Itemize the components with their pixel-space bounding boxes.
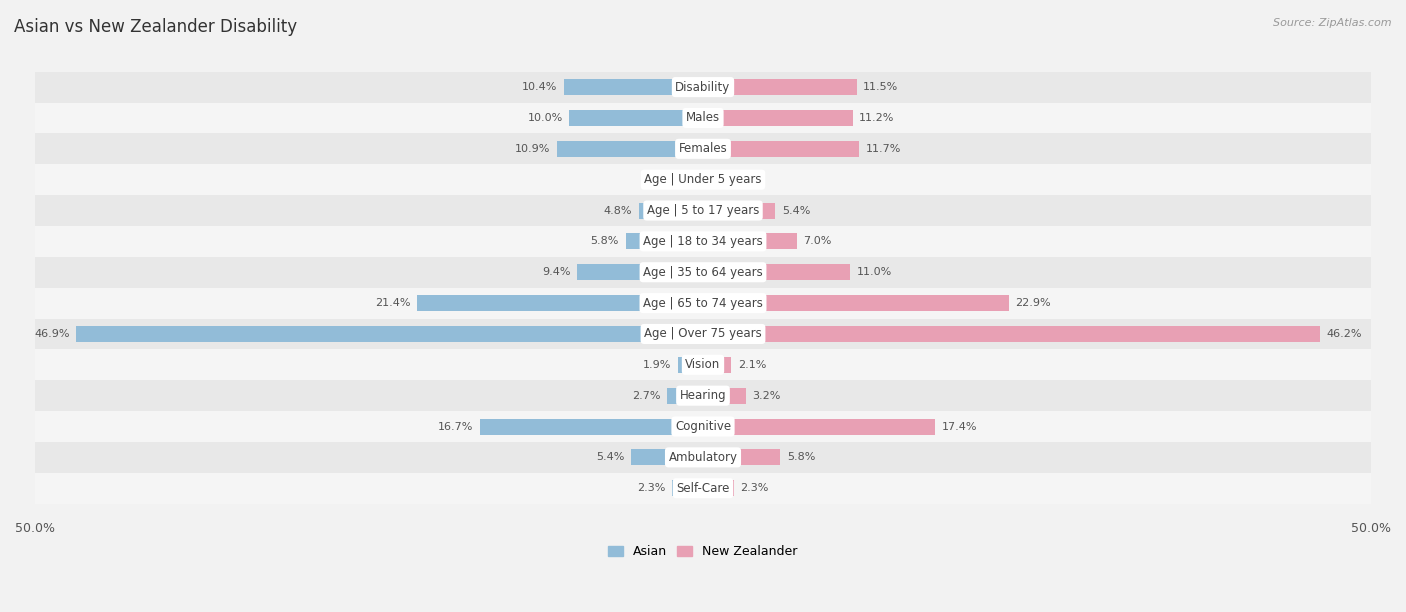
Bar — [35, 318, 1371, 349]
Bar — [569, 110, 703, 126]
Text: 46.2%: 46.2% — [1327, 329, 1362, 339]
Text: 1.9%: 1.9% — [643, 360, 671, 370]
Text: 9.4%: 9.4% — [543, 267, 571, 277]
Bar — [703, 295, 1010, 311]
Bar — [703, 203, 775, 218]
Bar — [35, 226, 1371, 257]
Text: Age | 35 to 64 years: Age | 35 to 64 years — [643, 266, 763, 278]
Text: 22.9%: 22.9% — [1015, 298, 1052, 308]
Text: 5.8%: 5.8% — [591, 236, 619, 247]
Text: 11.0%: 11.0% — [856, 267, 891, 277]
Bar — [703, 357, 731, 373]
Bar — [578, 264, 703, 280]
Bar — [35, 411, 1371, 442]
Text: 10.9%: 10.9% — [516, 144, 551, 154]
Text: Vision: Vision — [685, 358, 721, 371]
Text: 2.7%: 2.7% — [631, 390, 661, 401]
Bar — [35, 442, 1371, 473]
Text: 5.8%: 5.8% — [787, 452, 815, 463]
Bar — [703, 233, 797, 250]
Text: Age | Over 75 years: Age | Over 75 years — [644, 327, 762, 340]
Text: 2.3%: 2.3% — [741, 483, 769, 493]
Bar — [557, 141, 703, 157]
Text: Hearing: Hearing — [679, 389, 727, 402]
Bar — [35, 349, 1371, 380]
Text: Age | 18 to 34 years: Age | 18 to 34 years — [643, 235, 763, 248]
Bar — [35, 195, 1371, 226]
Bar — [703, 110, 852, 126]
Text: 5.4%: 5.4% — [596, 452, 624, 463]
Text: 10.0%: 10.0% — [527, 113, 562, 123]
Text: 11.7%: 11.7% — [866, 144, 901, 154]
Text: 4.8%: 4.8% — [603, 206, 633, 215]
Text: Source: ZipAtlas.com: Source: ZipAtlas.com — [1274, 18, 1392, 28]
Bar — [35, 72, 1371, 103]
Bar — [35, 380, 1371, 411]
Text: Cognitive: Cognitive — [675, 420, 731, 433]
Bar — [564, 79, 703, 95]
Bar — [626, 233, 703, 250]
Bar — [703, 79, 856, 95]
Text: 1.1%: 1.1% — [654, 174, 682, 185]
Bar — [76, 326, 703, 342]
Legend: Asian, New Zealander: Asian, New Zealander — [603, 540, 803, 563]
Bar — [703, 387, 745, 404]
Bar — [703, 326, 1320, 342]
Bar — [703, 449, 780, 465]
Text: Ambulatory: Ambulatory — [668, 451, 738, 464]
Text: 16.7%: 16.7% — [437, 422, 474, 431]
Text: Females: Females — [679, 143, 727, 155]
Bar — [666, 387, 703, 404]
Text: Age | Under 5 years: Age | Under 5 years — [644, 173, 762, 186]
Bar — [703, 171, 718, 188]
Bar — [703, 419, 935, 435]
Text: 21.4%: 21.4% — [375, 298, 411, 308]
Bar — [35, 133, 1371, 164]
Text: 11.2%: 11.2% — [859, 113, 894, 123]
Text: Asian vs New Zealander Disability: Asian vs New Zealander Disability — [14, 18, 297, 36]
Text: 46.9%: 46.9% — [34, 329, 70, 339]
Text: 2.3%: 2.3% — [637, 483, 665, 493]
Bar — [703, 480, 734, 496]
Bar — [672, 480, 703, 496]
Bar — [703, 264, 851, 280]
Text: 10.4%: 10.4% — [522, 82, 557, 92]
Text: Disability: Disability — [675, 81, 731, 94]
Text: 2.1%: 2.1% — [738, 360, 766, 370]
Bar — [35, 164, 1371, 195]
Bar — [35, 473, 1371, 504]
Bar — [703, 141, 859, 157]
Text: 1.2%: 1.2% — [725, 174, 754, 185]
Bar — [638, 203, 703, 218]
Text: Age | 5 to 17 years: Age | 5 to 17 years — [647, 204, 759, 217]
Bar — [418, 295, 703, 311]
Bar — [35, 103, 1371, 133]
Text: 11.5%: 11.5% — [863, 82, 898, 92]
Bar — [35, 257, 1371, 288]
Text: 7.0%: 7.0% — [803, 236, 831, 247]
Bar — [35, 288, 1371, 318]
Bar — [479, 419, 703, 435]
Text: 17.4%: 17.4% — [942, 422, 977, 431]
Text: 3.2%: 3.2% — [752, 390, 780, 401]
Bar — [678, 357, 703, 373]
Text: Males: Males — [686, 111, 720, 124]
Bar — [631, 449, 703, 465]
Text: 5.4%: 5.4% — [782, 206, 810, 215]
Text: Self-Care: Self-Care — [676, 482, 730, 494]
Text: Age | 65 to 74 years: Age | 65 to 74 years — [643, 297, 763, 310]
Bar — [689, 171, 703, 188]
